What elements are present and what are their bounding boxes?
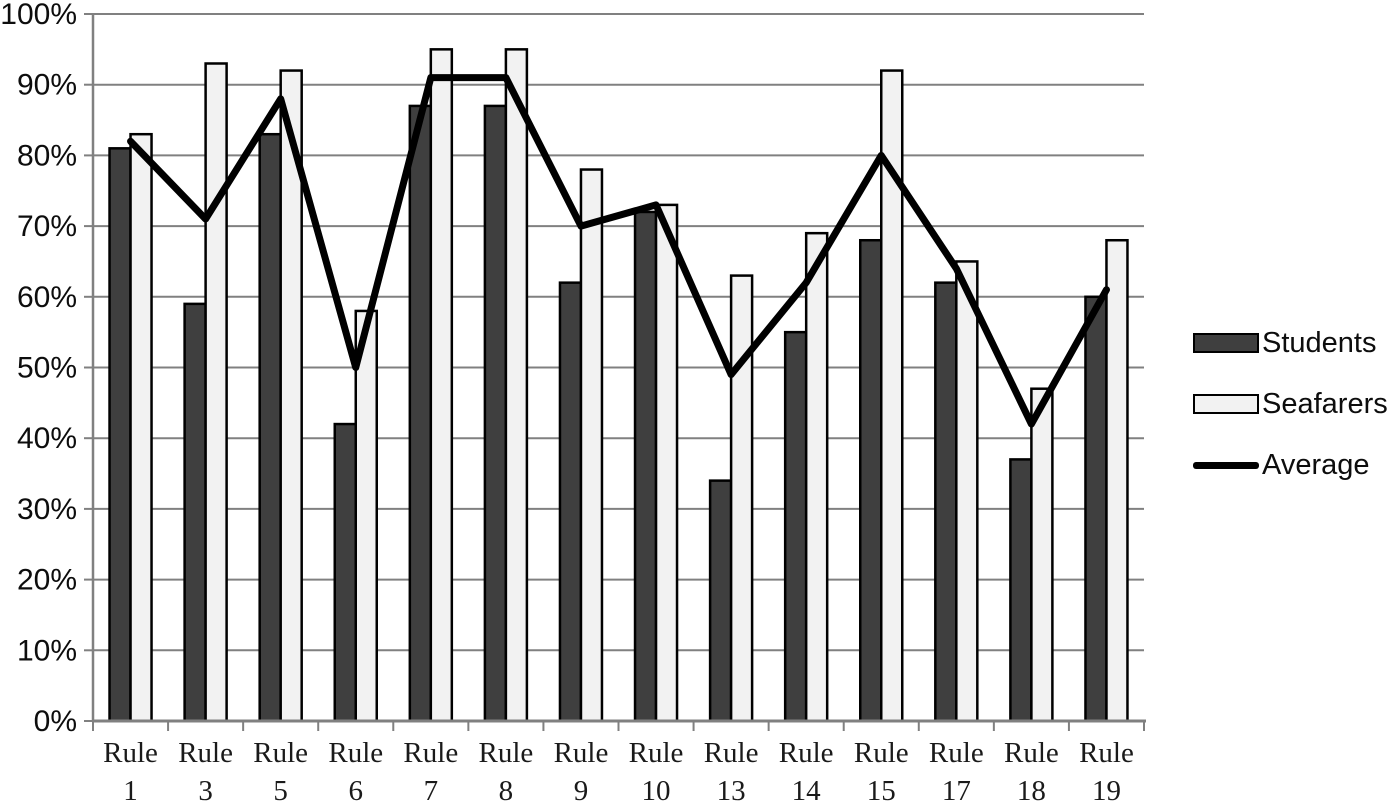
y-axis-label: 100%: [0, 0, 77, 31]
x-axis-label: 7: [424, 775, 439, 806]
x-axis-label: Rule: [178, 737, 233, 769]
x-axis-label: 15: [867, 775, 896, 806]
students-bar: [1084, 295, 1108, 723]
x-axis-label: 9: [574, 775, 589, 806]
seafarers-bar: [1105, 238, 1129, 723]
x-axis-label: Rule: [704, 737, 759, 769]
x-axis-label: Rule: [1004, 737, 1059, 769]
x-axis-label: Rule: [854, 737, 909, 769]
x-axis-label: 19: [1092, 775, 1121, 806]
y-axis-label: 10%: [17, 634, 77, 667]
students-bar: [708, 479, 733, 723]
x-axis-label: 3: [198, 775, 213, 806]
x-axis-label: 6: [349, 775, 364, 806]
students-bar: [108, 147, 132, 723]
seafarers-bar: [504, 48, 529, 723]
legend-item-seafarers: Seafarers: [1193, 389, 1388, 418]
x-axis-label: Rule: [403, 737, 458, 769]
students-bar: [859, 238, 883, 723]
students-bar: [333, 422, 357, 723]
legend-swatch-seafarers-icon: [1193, 394, 1259, 414]
seafarers-bar: [729, 274, 754, 723]
students-bar: [1009, 458, 1033, 723]
y-axis-label: 40%: [17, 422, 77, 455]
students-bar: [934, 281, 958, 723]
seafarers-bar: [354, 309, 378, 723]
legend: Students Seafarers Average: [1193, 328, 1388, 479]
students-bar: [258, 132, 282, 723]
x-axis-label: 1: [123, 775, 138, 806]
x-axis-label: Rule: [629, 737, 684, 769]
seafarers-bar: [1030, 387, 1054, 723]
x-axis-label: Rule: [554, 737, 609, 769]
students-bar: [558, 281, 583, 723]
seafarers-bar: [654, 203, 679, 723]
x-axis-label: 14: [792, 775, 822, 806]
y-axis-label: 50%: [17, 352, 77, 385]
x-axis-label: 8: [499, 775, 514, 806]
students-bar: [183, 302, 207, 723]
x-axis-label: Rule: [1079, 737, 1134, 769]
y-axis-label: 0%: [34, 705, 77, 738]
legend-label-students: Students: [1262, 326, 1377, 359]
x-axis-label: Rule: [328, 737, 383, 769]
students-bar: [483, 104, 508, 723]
x-axis-label: 5: [273, 775, 288, 806]
y-axis-label: 30%: [17, 493, 77, 526]
x-axis-label: Rule: [253, 737, 308, 769]
legend-label-seafarers: Seafarers: [1262, 387, 1388, 420]
y-axis-label: 60%: [17, 281, 77, 314]
seafarers-bar: [955, 260, 979, 723]
x-axis-label: Rule: [103, 737, 158, 769]
legend-item-students: Students: [1193, 328, 1388, 357]
students-bar: [408, 104, 433, 723]
seafarers-bar: [804, 231, 829, 723]
students-bar: [783, 330, 808, 723]
legend-swatch-students-icon: [1193, 333, 1259, 353]
seafarers-bar: [204, 62, 228, 723]
legend-item-average: Average: [1193, 450, 1388, 479]
average-line: [127, 74, 1110, 428]
legend-label-average: Average: [1262, 448, 1370, 481]
y-axis-label: 80%: [17, 139, 77, 172]
y-axis-label: 20%: [17, 564, 77, 597]
seafarers-bar: [579, 168, 604, 723]
y-axis-label: 70%: [17, 210, 77, 243]
x-axis-label: Rule: [479, 737, 534, 769]
x-axis-label: 18: [1017, 775, 1046, 806]
x-axis-label: 17: [942, 775, 971, 806]
legend-swatch-average-icon: [1193, 461, 1259, 469]
y-axis-label: 90%: [17, 69, 77, 102]
x-axis-label: 13: [717, 775, 746, 806]
x-axis-label: Rule: [929, 737, 984, 769]
seafarers-bar: [429, 48, 454, 723]
x-axis-label: Rule: [779, 737, 834, 769]
seafarers-bar: [129, 132, 153, 723]
students-bar: [633, 210, 658, 723]
x-axis-label: 10: [642, 775, 671, 806]
